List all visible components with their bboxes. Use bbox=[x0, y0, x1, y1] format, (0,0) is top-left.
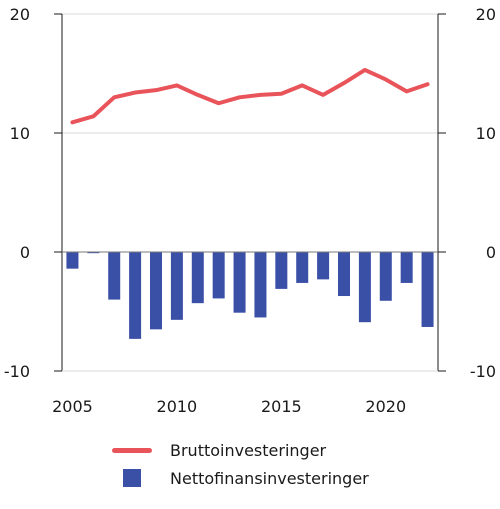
y-tick-label-left: 10 bbox=[10, 124, 30, 143]
x-tick-label: 2005 bbox=[52, 397, 93, 416]
bar bbox=[87, 252, 100, 254]
bar bbox=[150, 252, 162, 330]
bar bbox=[421, 252, 434, 327]
y-tick-label-left: -10 bbox=[4, 362, 30, 381]
bar bbox=[254, 252, 267, 318]
legend-item-bar: Nettofinansinvesteringer bbox=[112, 464, 369, 492]
bar bbox=[358, 252, 371, 323]
bar bbox=[275, 252, 288, 289]
bar bbox=[191, 252, 204, 304]
gridlines bbox=[62, 13, 438, 372]
legend-bar-label: Nettofinansinvesteringer bbox=[170, 468, 369, 488]
x-tick-label: 2010 bbox=[157, 397, 198, 416]
x-tick-label: 2020 bbox=[365, 397, 406, 416]
bar bbox=[212, 252, 225, 299]
axes bbox=[54, 13, 446, 372]
line-bruttoinvesteringer bbox=[70, 67, 430, 125]
bar bbox=[66, 252, 79, 269]
y-tick-label-left: 20 bbox=[10, 5, 30, 24]
bar bbox=[379, 252, 392, 301]
bar bbox=[400, 252, 413, 283]
bar-series bbox=[66, 252, 434, 339]
y-tick-label-right: -10 bbox=[470, 362, 496, 381]
bar bbox=[170, 252, 183, 320]
bar bbox=[129, 252, 142, 339]
bar bbox=[296, 252, 309, 283]
bar bbox=[108, 252, 121, 300]
legend: Bruttoinvesteringer Nettofinansinvesteri… bbox=[112, 436, 369, 492]
y-tick-label-right: 20 bbox=[476, 5, 496, 24]
line-series bbox=[70, 67, 430, 125]
bar bbox=[233, 252, 246, 313]
x-tick-label: 2015 bbox=[261, 397, 302, 416]
legend-bar-swatch bbox=[123, 469, 141, 487]
legend-item-line: Bruttoinvesteringer bbox=[112, 436, 369, 464]
y-tick-label-right: 0 bbox=[486, 243, 496, 262]
bar bbox=[317, 252, 330, 280]
legend-line-label: Bruttoinvesteringer bbox=[170, 440, 327, 460]
y-tick-label-left: 0 bbox=[20, 243, 30, 262]
bar bbox=[338, 252, 350, 297]
y-tick-label-right: 10 bbox=[476, 124, 496, 143]
legend-line-swatch bbox=[112, 447, 152, 453]
